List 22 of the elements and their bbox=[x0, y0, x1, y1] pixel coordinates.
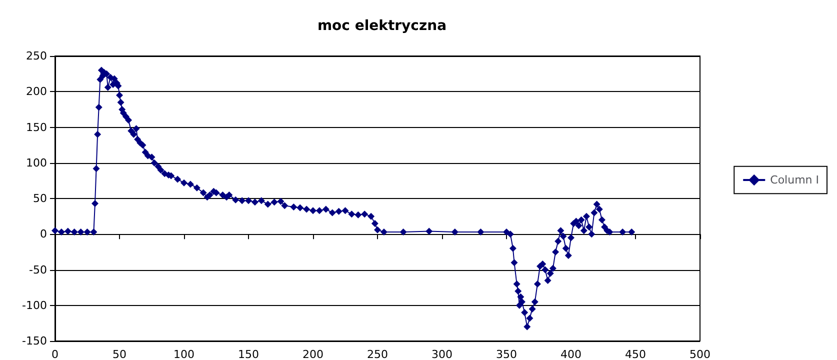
x-tick-label: 300 bbox=[432, 348, 452, 360]
y-tick-label: 50 bbox=[33, 192, 47, 205]
x-tick-label: 100 bbox=[174, 348, 194, 360]
chart-title: moc elektryczna bbox=[317, 18, 447, 34]
legend-label: Column I bbox=[770, 174, 820, 186]
y-tick-label: 250 bbox=[26, 50, 47, 62]
x-tick-label: 0 bbox=[52, 348, 58, 360]
x-tick-label: 150 bbox=[238, 348, 259, 360]
y-tick-label: -150 bbox=[22, 334, 47, 348]
x-tick-label: 200 bbox=[302, 348, 324, 360]
y-tick-label: 200 bbox=[26, 85, 47, 98]
x-tick-label: 500 bbox=[690, 348, 710, 360]
y-tick-label: -50 bbox=[29, 263, 47, 276]
x-tick-label: 50 bbox=[112, 348, 126, 360]
y-tick-label: 150 bbox=[26, 120, 47, 134]
y-tick-label: -100 bbox=[22, 298, 47, 312]
x-tick-label: 250 bbox=[367, 348, 388, 360]
y-tick-label: 100 bbox=[26, 156, 47, 170]
x-tick-label: 450 bbox=[625, 348, 646, 360]
y-tick-label: 0 bbox=[40, 228, 47, 241]
x-tick-label: 400 bbox=[560, 348, 582, 360]
x-tick-label: 350 bbox=[496, 348, 517, 360]
